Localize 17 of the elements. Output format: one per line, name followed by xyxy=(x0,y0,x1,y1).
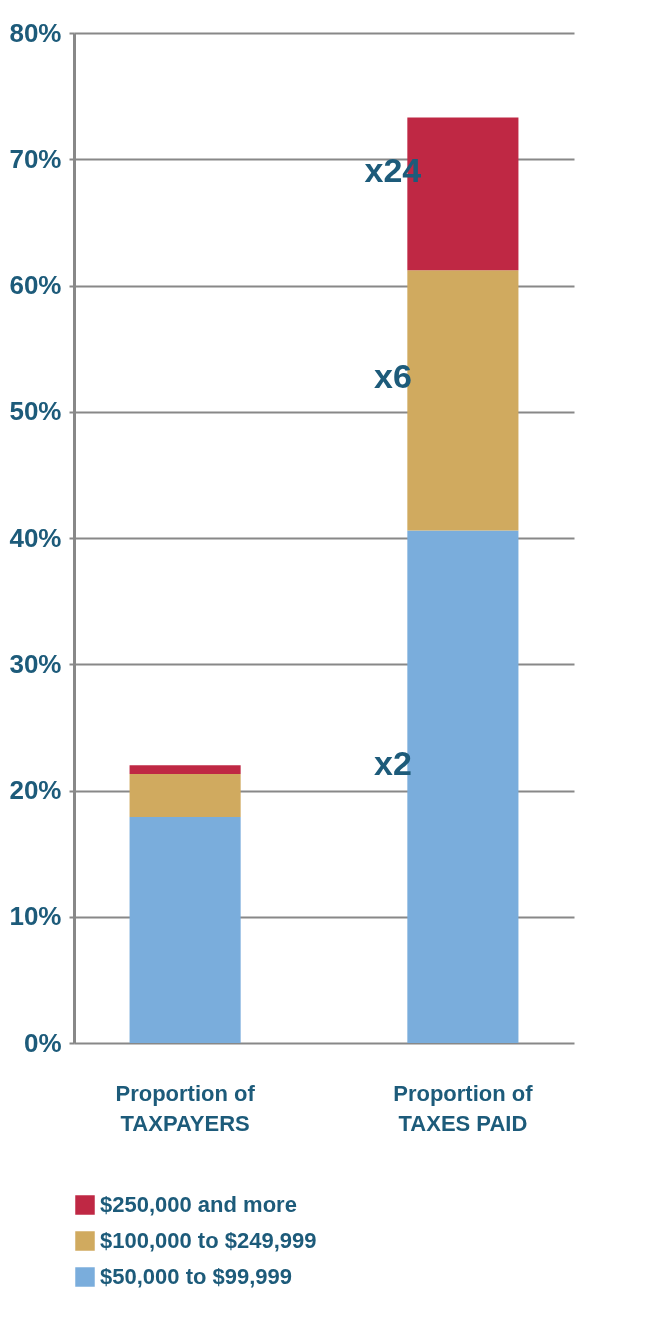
bar xyxy=(129,765,241,775)
y-tick-label: 40% xyxy=(9,522,62,553)
y-tick-label: 70% xyxy=(9,143,62,174)
y-tick-label: 0% xyxy=(23,1027,62,1058)
bar xyxy=(129,774,241,818)
legend-label: $100,000 to $249,999 xyxy=(100,1228,317,1253)
y-tick-label: 10% xyxy=(9,901,62,932)
y-tick-label: 30% xyxy=(9,648,62,679)
y-tick-label: 60% xyxy=(9,270,62,300)
x-tick-label: Proportion of TAXES PAID xyxy=(393,1080,534,1136)
x-tick-label: Proportion of TAXPAYERS xyxy=(115,1080,256,1136)
y-tick-label: 20% xyxy=(9,775,62,805)
legend-label: $50,000 to $99,999 xyxy=(100,1264,293,1289)
legend-label: $250,000 and more xyxy=(100,1192,297,1217)
bar xyxy=(129,817,241,1043)
y-tick-label: 50% xyxy=(9,396,62,427)
y-tick-label: 80% xyxy=(9,17,62,48)
